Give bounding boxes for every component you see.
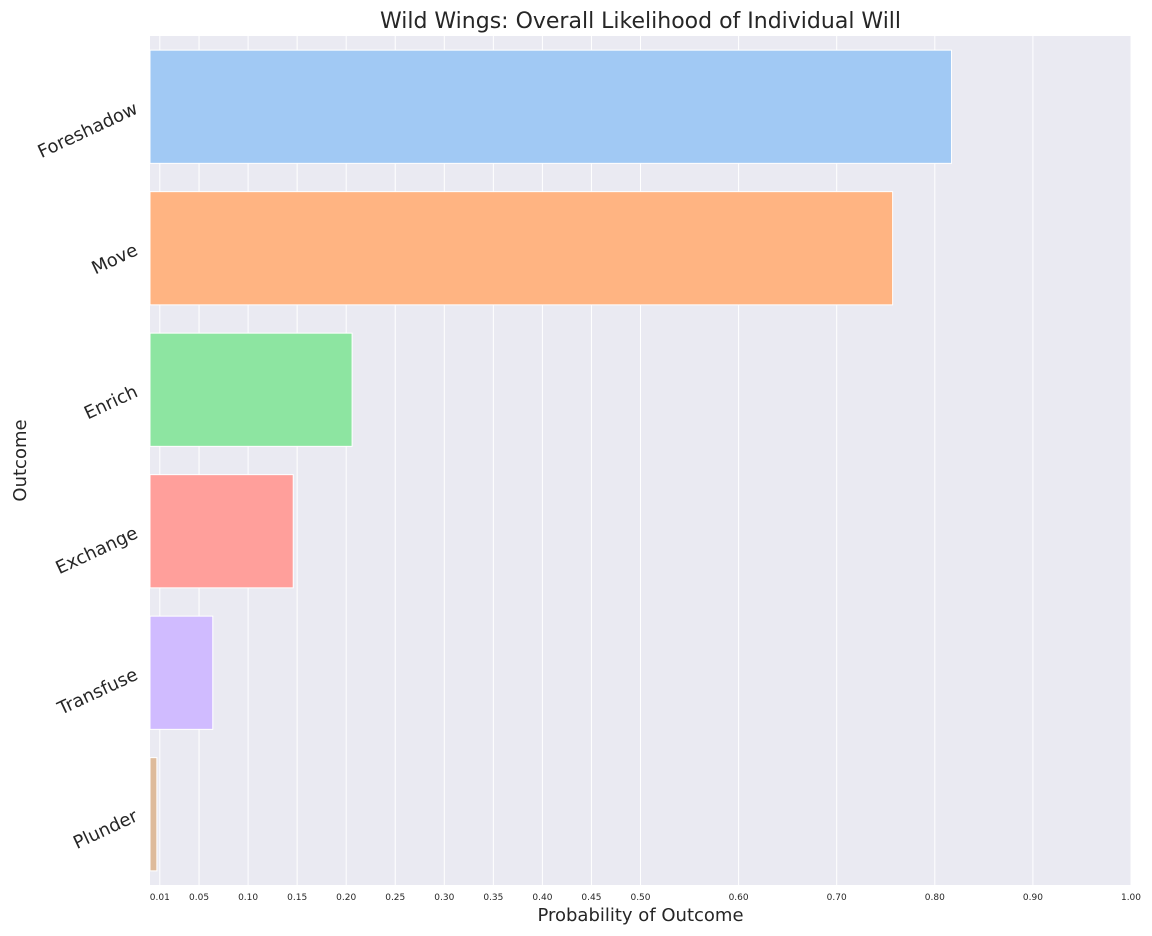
y-tick-label: Move — [88, 240, 141, 279]
y-tick-labels: Foreshadow Move Enrich Exchange Transfuse Plu… — [35, 98, 142, 854]
bars — [149, 49, 952, 872]
bar-exchange — [149, 474, 294, 589]
y-tick-label: Exchange — [53, 523, 142, 579]
x-tick-label: 0.45 — [581, 893, 601, 903]
y-tick-label: Enrich — [81, 381, 141, 424]
x-axis-label: Probability of Outcome — [537, 905, 743, 926]
x-tick-label: 0.50 — [630, 893, 650, 903]
y-axis-label: Outcome — [10, 419, 31, 501]
bar-move — [149, 191, 894, 306]
x-tick-labels: 0.01 0.05 0.10 0.15 0.20 0.25 0.30 0.35 0.40 0.45… — [150, 893, 1142, 903]
bar-enrich — [149, 332, 353, 447]
x-tick-label: 0.15 — [287, 893, 307, 903]
x-tick-label: 0.60 — [729, 893, 749, 903]
grid-lines — [159, 36, 1132, 885]
x-tick-label: 0.35 — [483, 893, 503, 903]
x-tick-label: 0.70 — [827, 893, 847, 903]
x-tick-label: 0.40 — [532, 893, 552, 903]
x-tick-label: 0.25 — [385, 893, 405, 903]
x-tick-label: 1.00 — [1121, 893, 1141, 903]
x-tick-label: 0.20 — [336, 893, 356, 903]
bar-transfuse — [149, 615, 214, 730]
x-tick-label: 0.05 — [189, 893, 209, 903]
bar-foreshadow — [149, 49, 952, 164]
x-tick-label: 0.90 — [1023, 893, 1043, 903]
x-tick-label: 0.01 — [150, 893, 170, 903]
x-tick-label: 0.10 — [238, 893, 258, 903]
y-tick-label: Foreshadow — [35, 98, 142, 163]
chart-title: Wild Wings: Overall Likelihood of Indivi… — [380, 9, 901, 34]
x-tick-label: 0.80 — [925, 893, 945, 903]
y-tick-label: Plunder — [70, 805, 142, 853]
bar-plunder — [149, 757, 158, 872]
y-tick-label: Transfuse — [54, 664, 142, 720]
x-tick-label: 0.30 — [434, 893, 454, 903]
